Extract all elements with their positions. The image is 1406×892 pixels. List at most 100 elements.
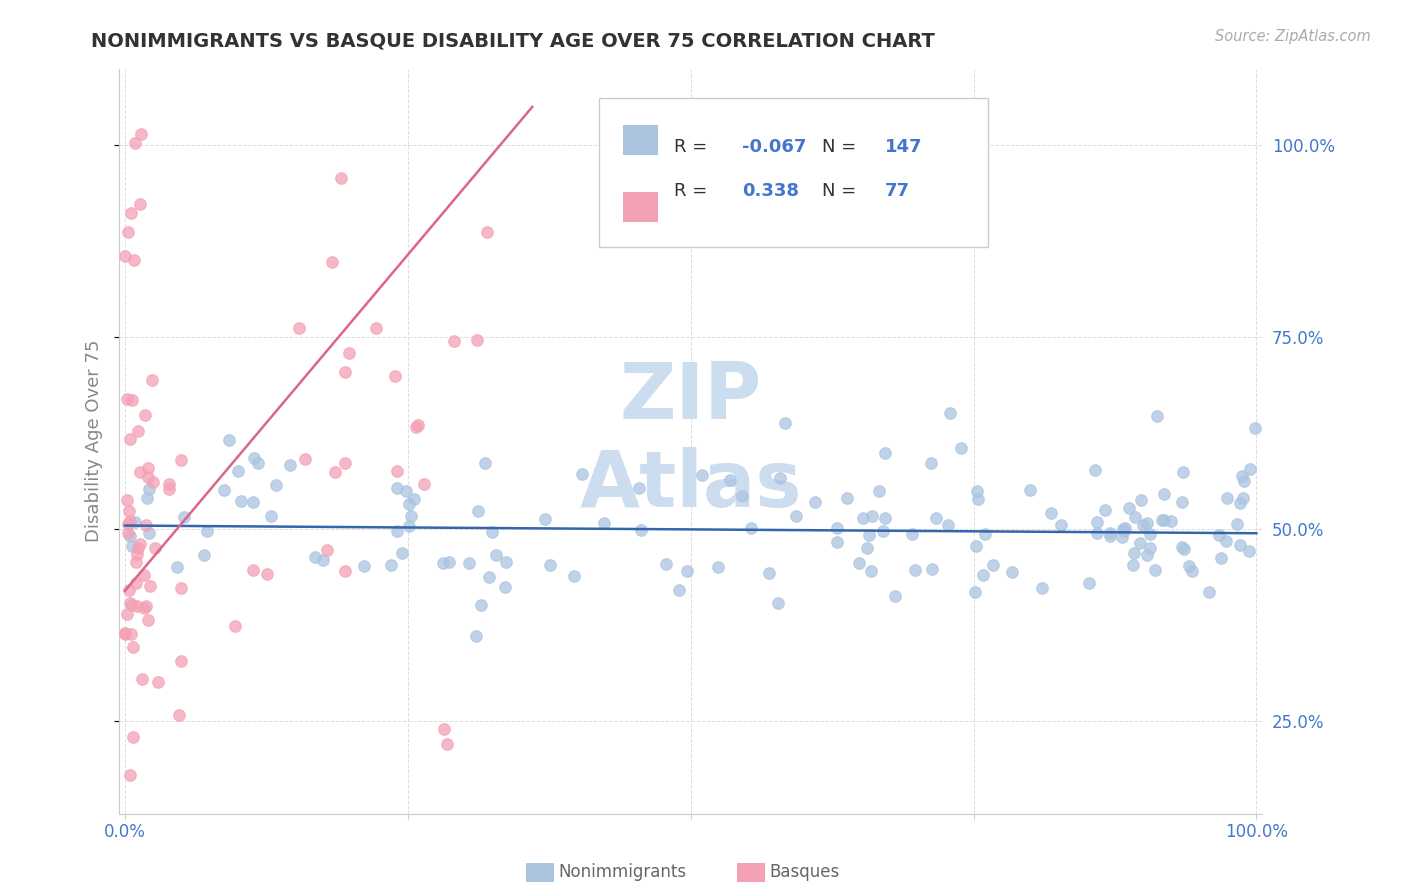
Point xyxy=(335,365,357,379)
Point xyxy=(1085,525,1108,540)
Point xyxy=(124,516,146,530)
Point xyxy=(1099,526,1122,541)
FancyBboxPatch shape xyxy=(623,125,658,155)
Point xyxy=(124,252,146,267)
Point xyxy=(860,564,883,578)
FancyBboxPatch shape xyxy=(623,192,658,222)
Point xyxy=(117,225,139,239)
Point xyxy=(117,607,139,621)
Point xyxy=(115,492,138,507)
Point xyxy=(1216,491,1239,505)
Point xyxy=(1178,558,1201,573)
Point xyxy=(121,598,143,612)
Point xyxy=(405,420,427,434)
Point xyxy=(127,541,149,555)
Point xyxy=(1040,506,1063,520)
Point xyxy=(170,452,193,467)
Point xyxy=(134,408,156,422)
Text: ZIP
Atlas: ZIP Atlas xyxy=(579,359,801,523)
Point xyxy=(141,372,163,386)
Point xyxy=(380,558,402,573)
Point xyxy=(1085,516,1108,530)
Point xyxy=(494,580,516,594)
Point xyxy=(136,613,159,627)
Point xyxy=(1084,463,1107,477)
Point xyxy=(398,519,420,533)
Point xyxy=(129,465,152,479)
Point xyxy=(1077,576,1099,591)
Point xyxy=(475,225,498,239)
Point xyxy=(465,333,488,347)
Point xyxy=(129,537,152,551)
Text: 0.338: 0.338 xyxy=(742,183,799,201)
Point xyxy=(120,627,142,641)
Point xyxy=(901,526,924,541)
Point xyxy=(534,512,557,526)
Point xyxy=(904,563,927,577)
Point xyxy=(1094,503,1116,517)
Point xyxy=(1230,469,1253,483)
Point xyxy=(436,738,458,752)
Point xyxy=(1123,510,1146,524)
Point xyxy=(138,482,160,496)
Point xyxy=(690,467,713,482)
Point xyxy=(333,456,356,470)
Point xyxy=(353,558,375,573)
Point xyxy=(385,464,408,478)
Point xyxy=(562,568,585,582)
Point xyxy=(856,541,879,555)
Point xyxy=(124,575,146,590)
Text: R =: R = xyxy=(673,137,713,156)
Point xyxy=(224,619,246,633)
Point xyxy=(170,581,193,595)
Point xyxy=(668,582,690,597)
Point xyxy=(231,493,253,508)
Point xyxy=(115,392,138,406)
Point xyxy=(278,458,301,473)
Point xyxy=(385,524,408,538)
Text: Source: ZipAtlas.com: Source: ZipAtlas.com xyxy=(1215,29,1371,44)
Point xyxy=(1112,524,1135,539)
Point xyxy=(769,471,792,485)
Point xyxy=(938,406,960,420)
Point xyxy=(242,563,264,577)
Point xyxy=(412,476,434,491)
Point xyxy=(966,484,988,499)
Point xyxy=(118,504,141,518)
Point xyxy=(242,495,264,509)
Point xyxy=(193,548,215,562)
Text: NONIMMIGRANTS VS BASQUE DISABILITY AGE OVER 75 CORRELATION CHART: NONIMMIGRANTS VS BASQUE DISABILITY AGE O… xyxy=(91,31,935,50)
Point xyxy=(1129,536,1152,550)
Point xyxy=(114,625,136,640)
Point xyxy=(143,541,166,555)
Point xyxy=(1153,487,1175,501)
Point xyxy=(1208,528,1230,542)
Point xyxy=(478,570,501,584)
Point xyxy=(312,552,335,566)
FancyBboxPatch shape xyxy=(599,98,988,247)
Point xyxy=(129,197,152,211)
Point xyxy=(398,497,420,511)
Point xyxy=(860,509,883,524)
Point xyxy=(260,508,283,523)
Point xyxy=(707,559,730,574)
Point xyxy=(157,482,180,496)
Text: N =: N = xyxy=(823,183,862,201)
Point xyxy=(835,491,858,505)
Point xyxy=(1171,540,1194,554)
Point xyxy=(321,255,343,269)
Point xyxy=(949,441,972,455)
Point xyxy=(1233,474,1256,488)
Point xyxy=(758,566,780,580)
Point xyxy=(1136,549,1159,563)
Point xyxy=(132,568,155,582)
Y-axis label: Disability Age Over 75: Disability Age Over 75 xyxy=(86,340,103,542)
Point xyxy=(135,517,157,532)
Point xyxy=(1215,534,1237,549)
Point xyxy=(1144,563,1167,577)
Point xyxy=(1031,581,1053,595)
Point xyxy=(773,416,796,430)
Point xyxy=(858,528,880,542)
Point xyxy=(118,596,141,610)
Point xyxy=(134,601,156,615)
